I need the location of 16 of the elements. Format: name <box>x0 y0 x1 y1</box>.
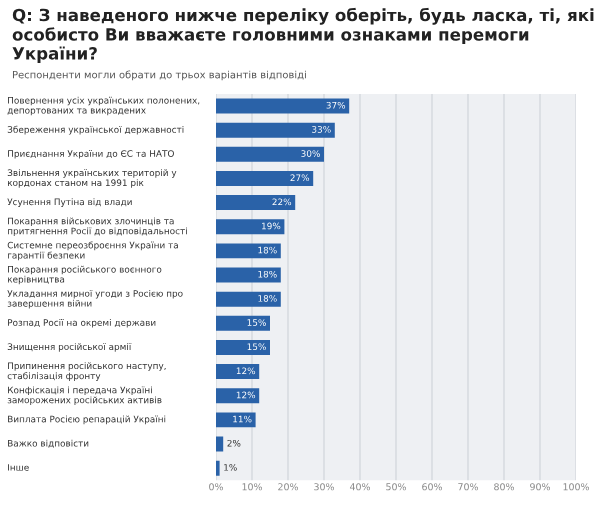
bar <box>216 364 260 380</box>
bar <box>216 170 314 186</box>
bar <box>216 291 281 307</box>
bar <box>216 412 256 428</box>
bar <box>216 315 270 331</box>
chart-title: Q: З наведеного нижче переліку оберіть, будь ласка, ті, які особисто Ви вважаєте головними ознаками перемоги України? <box>12 7 594 63</box>
bar <box>216 436 224 452</box>
bar <box>216 122 335 138</box>
bar <box>216 267 281 283</box>
bar <box>216 219 285 235</box>
bar <box>216 98 350 114</box>
bar <box>216 339 270 355</box>
bar <box>216 195 296 211</box>
bar <box>216 243 281 259</box>
bar <box>216 146 324 162</box>
bar <box>216 388 260 404</box>
